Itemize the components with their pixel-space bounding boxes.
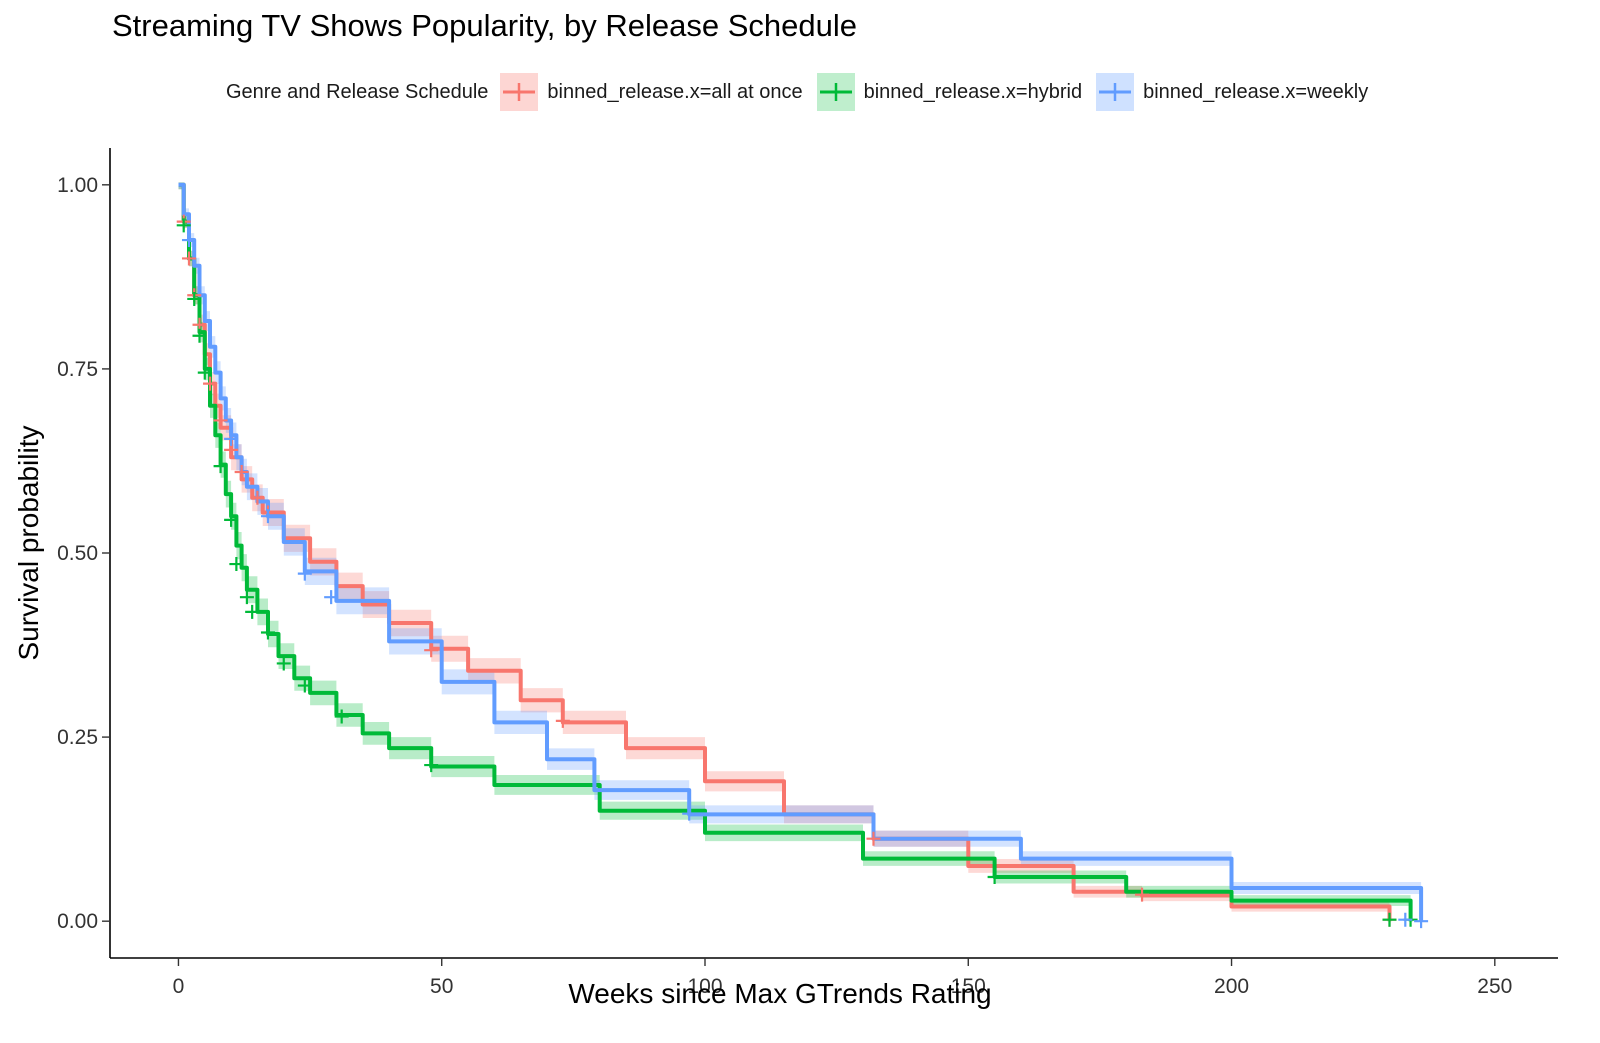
x-tick-label-3: 150 bbox=[951, 975, 986, 998]
censor-mark-series-1-6 bbox=[229, 557, 244, 572]
x-tick-label-5: 250 bbox=[1477, 975, 1512, 998]
censor-mark-series-1-13 bbox=[424, 758, 439, 773]
censor-mark-series-0-5 bbox=[213, 413, 228, 428]
legend-label-weekly: binned_release.x=weekly bbox=[1143, 80, 1369, 103]
legend-item-hybrid: binned_release.x=hybrid bbox=[816, 73, 1083, 111]
censor-mark-series-0-4 bbox=[203, 376, 218, 391]
y-tick-label-2: 0.50 bbox=[57, 542, 98, 565]
censor-mark-series-1-12 bbox=[334, 709, 349, 724]
censor-mark-series-1-11 bbox=[297, 678, 312, 693]
legend-label-hybrid: binned_release.x=hybrid bbox=[863, 80, 1083, 103]
legend-title: Genre and Release Schedule bbox=[226, 80, 489, 103]
legend-key-hybrid bbox=[816, 73, 855, 111]
x-tick-label-0: 0 bbox=[173, 975, 185, 998]
y-axis-title: Survival probability bbox=[13, 426, 44, 661]
curve-series-0 bbox=[178, 182, 1392, 922]
censor-mark-series-1-3 bbox=[197, 365, 212, 380]
ribbon-series-0 bbox=[178, 184, 1390, 922]
censor-mark-series-2-3 bbox=[297, 566, 312, 581]
censor-mark-series-0-7 bbox=[234, 465, 249, 479]
chart-title: Streaming TV Shows Popularity, by Releas… bbox=[112, 8, 857, 43]
censor-mark-series-2-0 bbox=[181, 233, 196, 248]
legend-item-all-at-once: binned_release.x=all at once bbox=[500, 73, 803, 111]
censor-mark-series-2-7 bbox=[1414, 914, 1429, 929]
y-tick-label-4: 1.00 bbox=[57, 174, 98, 197]
censor-mark-series-1-4 bbox=[213, 459, 228, 474]
censor-mark-series-2-2 bbox=[260, 509, 275, 524]
censor-mark-series-1-7 bbox=[239, 590, 254, 605]
censor-mark-series-0-11 bbox=[555, 713, 570, 728]
legend-key-weekly bbox=[1096, 73, 1135, 111]
censor-mark-series-2-5 bbox=[682, 806, 697, 821]
x-tick-label-1: 50 bbox=[430, 975, 453, 998]
censor-mark-series-0-13 bbox=[1135, 887, 1150, 902]
censor-mark-series-1-15 bbox=[1382, 912, 1397, 927]
censor-mark-series-1-2 bbox=[192, 328, 207, 343]
legend-key-all-at-once bbox=[500, 73, 539, 111]
ribbon-series-2 bbox=[178, 184, 1422, 922]
censor-mark-series-1-5 bbox=[224, 512, 239, 527]
censor-mark-series-1-0 bbox=[176, 218, 191, 233]
legend-item-weekly: binned_release.x=weekly bbox=[1096, 73, 1368, 111]
y-tick-label-3: 0.75 bbox=[57, 358, 98, 381]
censor-mark-series-2-6 bbox=[1398, 912, 1413, 927]
x-tick-label-4: 200 bbox=[1214, 975, 1249, 998]
legend: Genre and Release Schedule binned_releas… bbox=[226, 72, 1382, 112]
x-axis-title: Weeks since Max GTrends Rating bbox=[568, 978, 991, 1009]
legend-label-all-at-once: binned_release.x=all at once bbox=[547, 80, 803, 103]
censor-mark-series-2-1 bbox=[224, 431, 239, 446]
censor-mark-series-1-10 bbox=[276, 656, 291, 671]
censor-mark-series-0-12 bbox=[866, 831, 881, 846]
censor-mark-series-1-1 bbox=[187, 291, 202, 306]
y-tick-label-0: 0.00 bbox=[57, 910, 98, 933]
censor-mark-series-1-8 bbox=[245, 604, 260, 619]
censor-mark-series-0-1 bbox=[181, 251, 196, 266]
x-tick-label-2: 100 bbox=[687, 975, 722, 998]
censor-mark-series-0-10 bbox=[424, 643, 439, 658]
censor-mark-series-0-8 bbox=[250, 490, 265, 505]
censor-mark-series-1-14 bbox=[987, 870, 1002, 884]
y-tick-label-1: 0.25 bbox=[57, 726, 98, 749]
censor-mark-series-1-9 bbox=[260, 625, 275, 640]
censor-mark-series-2-4 bbox=[324, 590, 339, 605]
